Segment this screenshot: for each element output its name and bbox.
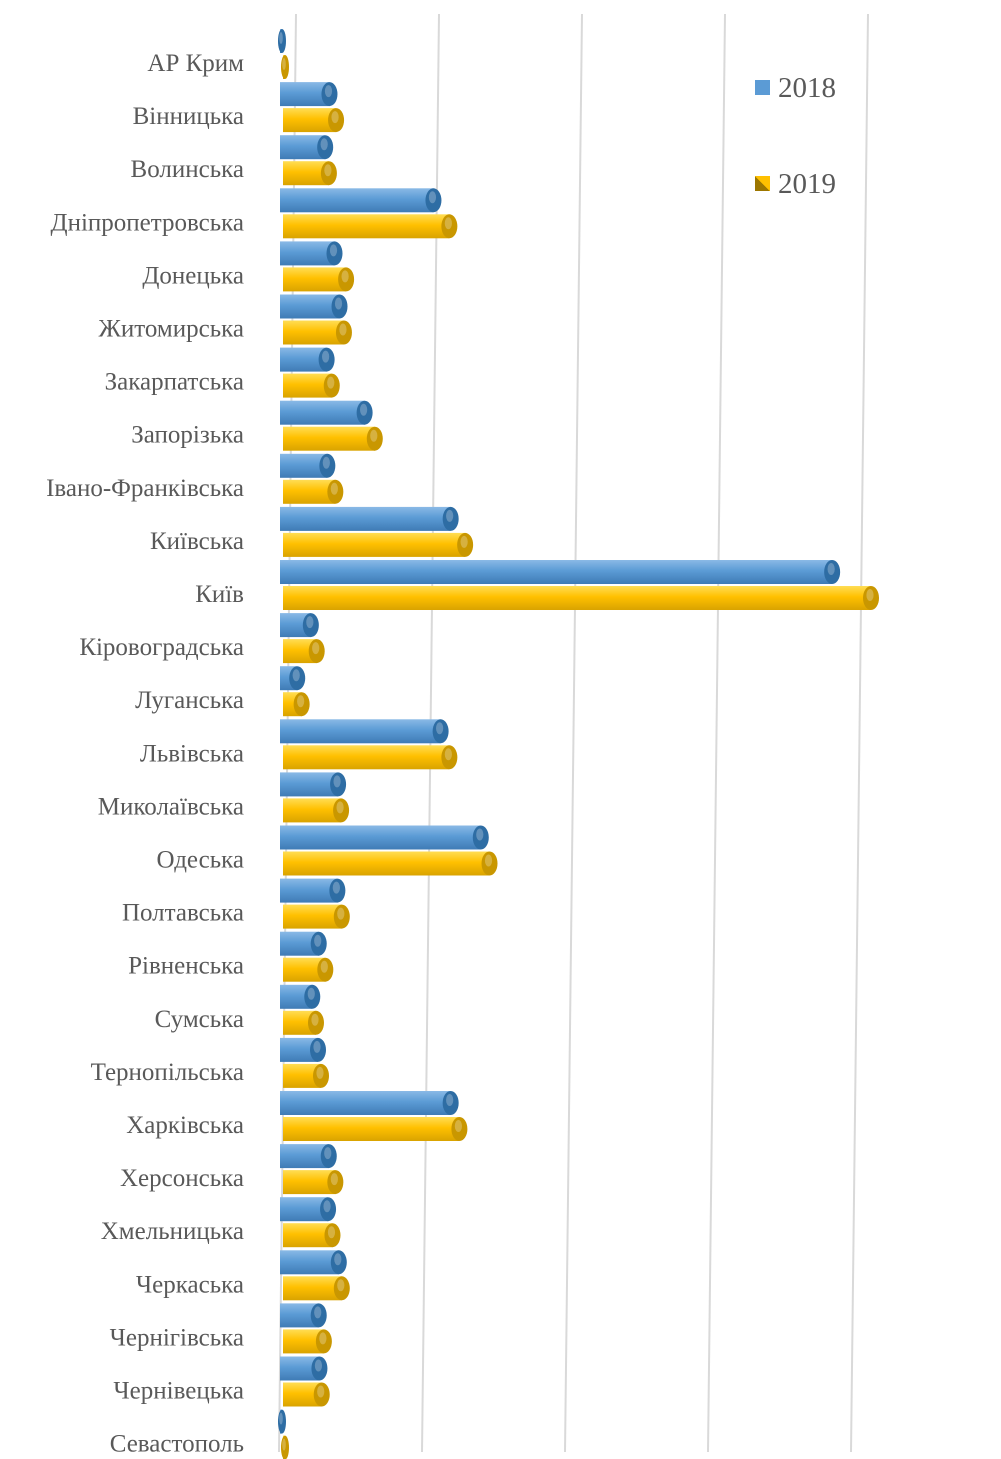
bar-2019-7 bbox=[283, 373, 340, 398]
bar-2018-1 bbox=[278, 29, 286, 53]
bar-2019-2 bbox=[283, 108, 345, 133]
category-label: Севастополь bbox=[110, 1431, 244, 1458]
bar-2019-4 bbox=[283, 214, 458, 239]
bar-2018-19 bbox=[280, 984, 321, 1009]
bar-2018-5 bbox=[280, 241, 343, 266]
category-label: Кіровоградська bbox=[79, 634, 244, 661]
bar-2019-15 bbox=[283, 798, 350, 823]
bar-2018-14 bbox=[280, 719, 449, 744]
bar-2019-9 bbox=[283, 479, 344, 504]
bar-2019-3 bbox=[283, 161, 337, 186]
legend-item-2018: 2018 bbox=[755, 72, 836, 104]
legend-label: 2018 bbox=[778, 72, 836, 104]
legend-label: 2019 bbox=[778, 168, 836, 200]
bar-2019-25 bbox=[283, 1329, 332, 1354]
category-label: Херсонська bbox=[120, 1165, 244, 1192]
bar-2018-18 bbox=[280, 931, 327, 956]
bar-2018-24 bbox=[280, 1250, 347, 1275]
category-label: Луганська bbox=[135, 687, 244, 714]
bars bbox=[278, 29, 879, 1459]
bar-2018-11 bbox=[280, 560, 841, 584]
bar-2019-5 bbox=[283, 267, 355, 292]
category-label: Черкаська bbox=[136, 1271, 244, 1298]
bar-2018-12 bbox=[280, 613, 319, 638]
bar-2019-14 bbox=[283, 745, 458, 770]
bar-2018-7 bbox=[280, 347, 335, 372]
category-label: АР Крим bbox=[147, 50, 244, 77]
bar-2018-23 bbox=[280, 1197, 337, 1222]
bar-2018-26 bbox=[280, 1356, 328, 1381]
bar-2019-22 bbox=[283, 1170, 344, 1195]
bar-2019-23 bbox=[283, 1223, 341, 1248]
gridline-4 bbox=[707, 13, 726, 1453]
bar-2019-24 bbox=[283, 1276, 350, 1301]
category-label: Полтавська bbox=[122, 900, 244, 927]
bar-2019-21 bbox=[283, 1117, 468, 1141]
bar-2018-3 bbox=[280, 135, 334, 160]
bar-2018-2 bbox=[280, 82, 338, 107]
category-label: Донецька bbox=[142, 262, 244, 289]
category-label: Київська bbox=[150, 528, 244, 555]
bar-2019-8 bbox=[283, 426, 383, 451]
bar-2018-10 bbox=[280, 506, 459, 531]
bar-2019-18 bbox=[283, 957, 334, 982]
bar-2018-20 bbox=[280, 1037, 327, 1062]
bar-2019-19 bbox=[283, 1010, 324, 1035]
category-label: Львівська bbox=[140, 740, 244, 767]
gridline-5 bbox=[850, 13, 869, 1453]
bar-2018-15 bbox=[280, 772, 347, 797]
bar-2018-9 bbox=[280, 453, 336, 478]
bar-2019-13 bbox=[283, 692, 310, 717]
category-label: Харківська bbox=[126, 1112, 244, 1139]
bar-2019-20 bbox=[283, 1063, 330, 1088]
category-label: Одеська bbox=[156, 847, 244, 874]
bar-2019-17 bbox=[283, 904, 350, 929]
category-label: Дніпропетровська bbox=[51, 209, 244, 236]
legend-swatch bbox=[755, 176, 770, 191]
bar-2018-16 bbox=[280, 825, 489, 850]
bar-2018-13 bbox=[280, 666, 306, 691]
category-label: Житомирська bbox=[99, 316, 244, 343]
gridline-3 bbox=[564, 13, 583, 1453]
category-label: Хмельницька bbox=[101, 1218, 244, 1245]
category-label: Чернівецька bbox=[113, 1378, 244, 1405]
bar-2018-4 bbox=[280, 188, 442, 213]
bar-2019-1 bbox=[281, 55, 289, 79]
bar-2019-11 bbox=[283, 586, 879, 610]
legend: 2018 2019 bbox=[755, 72, 836, 200]
legend-swatch bbox=[755, 80, 770, 95]
bar-2019-16 bbox=[283, 851, 498, 876]
category-label: Рівненська bbox=[128, 953, 244, 980]
category-labels: АР Крим Вінницька Волинська Дніпропетровськ… bbox=[46, 50, 244, 1458]
bar-2018-27 bbox=[278, 1409, 286, 1434]
bar-2018-21 bbox=[280, 1091, 459, 1115]
bar-2019-26 bbox=[283, 1382, 330, 1407]
bar-2019-10 bbox=[283, 532, 474, 557]
category-label: Івано-Франківська bbox=[46, 475, 244, 502]
bar-2018-22 bbox=[280, 1144, 337, 1169]
category-label: Миколаївська bbox=[98, 793, 244, 820]
bar-2018-25 bbox=[280, 1303, 327, 1328]
category-label: Волинська bbox=[131, 156, 244, 183]
bar-2019-6 bbox=[283, 320, 352, 345]
category-label: Запорізька bbox=[131, 422, 244, 449]
bar-2019-12 bbox=[283, 639, 325, 664]
bar-2018-6 bbox=[280, 294, 348, 319]
legend-item-2019: 2019 bbox=[755, 168, 836, 200]
bar-2018-17 bbox=[280, 878, 346, 903]
category-label: Закарпатська bbox=[105, 369, 244, 396]
bar-2019-27 bbox=[281, 1435, 289, 1459]
category-label: Вінницька bbox=[133, 103, 244, 130]
category-label: Тернопільська bbox=[91, 1059, 244, 1086]
category-label: Чернігівська bbox=[110, 1324, 244, 1351]
bar-2018-8 bbox=[280, 400, 373, 425]
category-label: Київ bbox=[195, 581, 244, 608]
category-label: Сумська bbox=[155, 1006, 244, 1033]
